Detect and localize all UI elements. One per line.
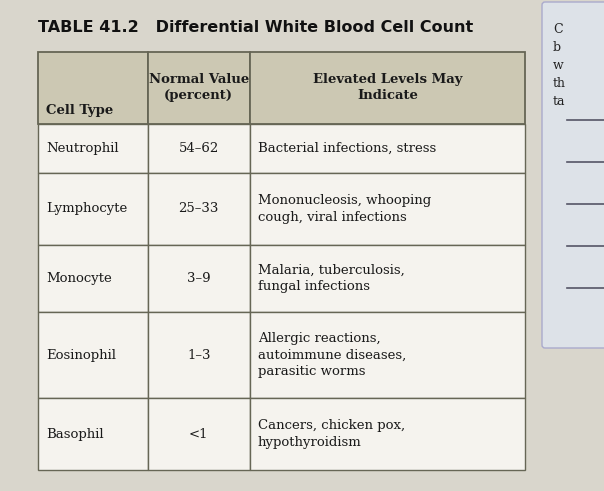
Bar [147, 312, 250, 398]
Bar [147, 124, 250, 173]
Bar [38, 245, 147, 312]
Text: 3–9: 3–9 [187, 272, 211, 285]
Bar [250, 124, 525, 173]
Text: 25–33: 25–33 [179, 202, 219, 215]
Text: C: C [553, 23, 562, 36]
Bar [147, 52, 250, 124]
Text: Malaria, tuberculosis,
fungal infections: Malaria, tuberculosis, fungal infections [258, 264, 405, 293]
Text: Elevated Levels May
Indicate: Elevated Levels May Indicate [313, 74, 462, 103]
Text: ta: ta [553, 95, 565, 108]
Bar [38, 312, 147, 398]
Text: Allergic reactions,
autoimmune diseases,
parasitic worms: Allergic reactions, autoimmune diseases,… [258, 332, 406, 378]
Text: Normal Value
(percent): Normal Value (percent) [149, 74, 249, 103]
Text: Cancers, chicken pox,
hypothyroidism: Cancers, chicken pox, hypothyroidism [258, 419, 405, 449]
Text: w: w [553, 59, 564, 72]
Text: 54–62: 54–62 [179, 142, 219, 155]
Text: <1: <1 [189, 428, 208, 440]
Text: Monocyte: Monocyte [46, 272, 112, 285]
Bar [38, 173, 147, 245]
Text: Cell Type: Cell Type [46, 104, 114, 117]
Text: Bacterial infections, stress: Bacterial infections, stress [258, 142, 436, 155]
Bar [38, 124, 147, 173]
Text: Neutrophil: Neutrophil [46, 142, 118, 155]
Bar [147, 398, 250, 470]
Bar [38, 52, 147, 124]
Bar [250, 173, 525, 245]
Bar [250, 312, 525, 398]
Text: Basophil: Basophil [46, 428, 104, 440]
Text: b: b [553, 41, 561, 54]
Bar [147, 245, 250, 312]
Text: 1–3: 1–3 [187, 349, 210, 361]
Text: Eosinophil: Eosinophil [46, 349, 116, 361]
Bar [147, 173, 250, 245]
FancyBboxPatch shape [542, 2, 604, 348]
Text: TABLE 41.2   Differential White Blood Cell Count: TABLE 41.2 Differential White Blood Cell… [38, 20, 474, 35]
Text: th: th [553, 77, 566, 90]
Bar [250, 398, 525, 470]
Bar [38, 398, 147, 470]
Text: Lymphocyte: Lymphocyte [46, 202, 127, 215]
Bar [250, 245, 525, 312]
Bar [250, 52, 525, 124]
Text: Mononucleosis, whooping
cough, viral infections: Mononucleosis, whooping cough, viral inf… [258, 194, 431, 223]
